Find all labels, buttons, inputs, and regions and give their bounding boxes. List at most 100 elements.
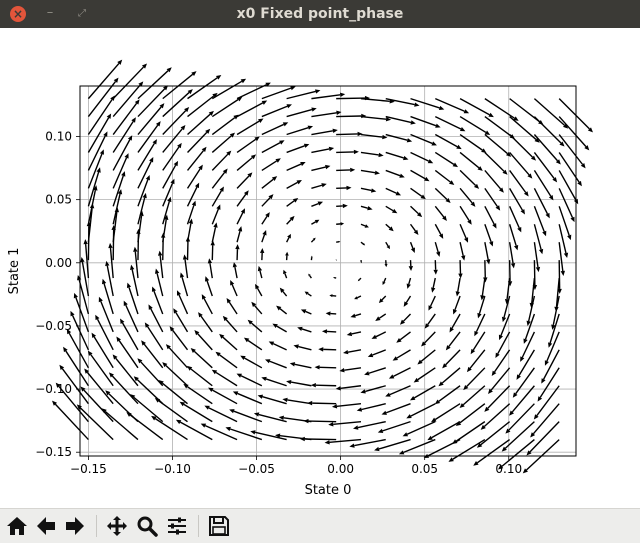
quiver-arrow — [435, 152, 458, 167]
y-tick-label: 0.00 — [45, 256, 72, 270]
quiver-arrow — [460, 206, 472, 224]
quiver-arrow — [559, 152, 582, 186]
quiver-arrow — [166, 344, 188, 368]
quiver-arrow — [336, 241, 340, 243]
quiver-arrow — [326, 311, 337, 315]
quiver-arrow — [329, 294, 336, 297]
x-axis-label: State 0 — [305, 483, 352, 498]
quiver-arrow — [237, 172, 252, 188]
quiver-arrow — [336, 186, 351, 190]
quiver-arrow — [237, 226, 242, 242]
quiver-arrow — [336, 150, 359, 154]
quiver-arrow — [343, 350, 361, 354]
quiver-arrow — [485, 206, 497, 228]
quiver-arrow — [435, 170, 454, 185]
quiver-arrow — [386, 206, 398, 213]
quiver-arrow — [303, 419, 336, 423]
quiver-arrow — [361, 170, 380, 175]
quiver-arrow — [237, 374, 262, 386]
quiver-arrow — [410, 386, 435, 401]
quiver-arrow — [77, 275, 88, 314]
pan-button[interactable] — [104, 513, 130, 539]
home-button[interactable] — [4, 513, 30, 539]
quiver-arrow — [530, 278, 535, 308]
quiver-arrow — [260, 248, 264, 260]
back-button[interactable] — [33, 513, 59, 539]
quiver-arrow — [173, 308, 187, 332]
quiver-arrow — [262, 86, 296, 99]
quiver-arrow — [435, 188, 450, 203]
quiver-arrow — [138, 103, 164, 134]
quiver-arrow — [379, 296, 386, 303]
quiver-arrow — [453, 296, 460, 314]
quiver-arrow — [513, 368, 535, 398]
quiver-arrow — [52, 401, 88, 440]
quiver-arrow — [138, 85, 168, 116]
quiver-arrow — [113, 99, 139, 134]
quiver-arrow — [191, 348, 213, 368]
quiver-arrow — [421, 332, 435, 347]
quiver-arrow — [361, 242, 365, 245]
quiver-arrow — [409, 260, 413, 271]
quiver-arrow — [505, 404, 534, 434]
quiver-arrow — [435, 117, 465, 132]
quiver-arrow — [509, 386, 534, 416]
zoom-button[interactable] — [134, 513, 160, 539]
quiver-arrow — [187, 366, 212, 386]
quiver-arrow — [460, 170, 479, 188]
quiver-arrow — [258, 266, 262, 278]
quiver-arrow — [354, 296, 361, 299]
x-tick-label: −0.15 — [70, 462, 107, 476]
window-title: x0 Fixed point_phase — [0, 0, 640, 28]
quiver-arrow — [385, 386, 410, 397]
quiver-arrow — [433, 260, 437, 275]
quiver-arrow — [194, 330, 212, 350]
quiver-arrow — [411, 242, 415, 253]
zoom-icon — [136, 515, 158, 537]
x-tick-label: −0.10 — [154, 462, 191, 476]
quiver-arrow — [311, 220, 319, 225]
quiver-arrow — [483, 260, 487, 282]
quiver-arrow — [307, 401, 336, 405]
quiver-arrow — [361, 206, 373, 210]
quiver-arrow — [389, 368, 411, 379]
home-icon — [6, 515, 28, 537]
quiver-arrow — [446, 332, 460, 350]
configure-subplots-button[interactable] — [164, 513, 190, 539]
quiver-arrow — [212, 151, 231, 171]
quiver-arrow — [400, 314, 411, 325]
toolbar-separator — [96, 515, 97, 537]
quiver-arrow — [102, 408, 138, 439]
forward-button[interactable] — [62, 513, 88, 539]
quiver-arrow — [237, 83, 271, 99]
quiver-arrow — [177, 290, 188, 314]
quiver-arrow — [287, 180, 302, 188]
quiver-arrow — [113, 81, 143, 116]
configure-subplots-icon — [166, 515, 188, 537]
quiver-arrow — [403, 422, 436, 437]
quiver-arrow — [435, 242, 440, 257]
quiver-arrow — [332, 404, 361, 409]
quiver-arrow — [533, 260, 537, 290]
quiver-arrow — [265, 359, 287, 368]
quiver-arrow — [159, 380, 188, 404]
quiver-arrow — [311, 238, 315, 243]
quiver-arrow — [548, 314, 559, 348]
quiver-arrow — [151, 416, 187, 440]
quiver-arrow — [311, 93, 345, 99]
quiver-arrow — [336, 132, 362, 136]
quiver-arrow — [301, 309, 312, 314]
quiver-arrow — [554, 278, 559, 312]
save-button[interactable] — [206, 513, 232, 539]
quiver-arrow — [158, 251, 163, 279]
quiver-arrow — [417, 350, 435, 365]
quiver-arrow — [183, 254, 188, 278]
quiver-arrow — [336, 204, 348, 208]
quiver-arrow — [411, 152, 434, 163]
quiver-arrow — [460, 188, 475, 206]
y-tick-label: −0.10 — [35, 382, 72, 396]
quiver-arrow — [411, 224, 419, 235]
quiver-arrow — [155, 398, 188, 422]
quiver-arrow — [305, 292, 312, 297]
